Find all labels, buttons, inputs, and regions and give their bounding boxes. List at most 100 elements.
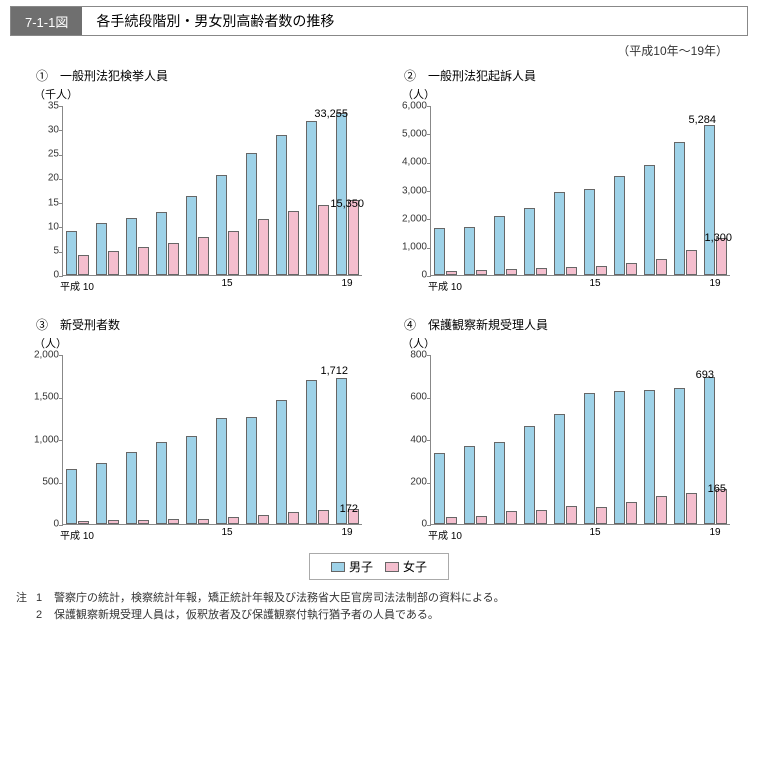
bar-female	[656, 496, 667, 524]
bar-group	[610, 176, 640, 275]
bar-male	[96, 223, 107, 275]
bar-group	[63, 469, 93, 524]
legend-female: 女子	[385, 558, 427, 575]
bar-female	[228, 517, 239, 524]
y-tick: 0	[385, 519, 427, 530]
bar-female	[566, 506, 577, 524]
y-tick: 500	[17, 476, 59, 487]
legend-male-label: 男子	[349, 558, 373, 575]
bar-male	[674, 142, 685, 275]
bar-female	[446, 517, 457, 524]
bar-group	[491, 216, 521, 276]
value-label: 15,350	[330, 198, 364, 210]
period-subtitle: （平成10年～19年）	[0, 42, 728, 59]
bar-female	[168, 243, 179, 275]
chart-c3: ③ 新受刑者数（人）05001,0001,5002,0001,712172平成 …	[16, 310, 374, 539]
bar-male	[554, 414, 565, 525]
y-tick: 35	[17, 101, 59, 112]
bar-female	[348, 200, 359, 275]
bar-female	[258, 515, 269, 524]
bar-male	[524, 208, 535, 275]
bar-group	[521, 208, 551, 275]
bar-male	[434, 453, 445, 524]
figure-title: 各手続段階別・男女別高齢者数の推移	[82, 7, 747, 35]
plot-area: 05001,0001,5002,0001,712172	[62, 355, 362, 525]
value-label: 33,255	[314, 108, 348, 120]
bar-male	[584, 393, 595, 524]
bar-male	[276, 400, 287, 524]
value-label: 165	[708, 483, 726, 495]
y-tick: 1,500	[17, 392, 59, 403]
bar-male	[216, 418, 227, 524]
bar-group	[213, 418, 243, 524]
bar-group	[551, 414, 581, 525]
x-tick: 19	[341, 278, 352, 289]
y-tick: 5,000	[385, 129, 427, 140]
chart-c1: ① 一般刑法犯検挙人員（千人）0510152025303533,25515,35…	[16, 61, 374, 290]
bar-group	[700, 377, 730, 524]
bar-group	[700, 125, 730, 275]
bar-female	[506, 269, 517, 275]
y-unit: （人）	[402, 335, 742, 351]
bar-group	[491, 442, 521, 524]
bar-group	[461, 446, 491, 524]
bar-male	[126, 452, 137, 524]
bar-group	[93, 463, 123, 524]
y-tick: 25	[17, 149, 59, 160]
y-tick: 10	[17, 221, 59, 232]
footnote-num: 1	[36, 590, 54, 607]
footnote-row: 注1警察庁の統計，検察統計年報，矯正統計年報及び法務省大臣官房司法法制部の資料に…	[16, 590, 742, 607]
bar-male	[674, 388, 685, 524]
bar-group	[93, 223, 123, 275]
bar-male	[464, 446, 475, 524]
bar-group	[551, 192, 581, 275]
bar-group	[670, 388, 700, 524]
footnotes: 注1警察庁の統計，検察統計年報，矯正統計年報及び法務省大臣官房司法法制部の資料に…	[0, 590, 758, 639]
x-tick: 15	[589, 278, 600, 289]
bar-male	[306, 380, 317, 525]
bar-group	[581, 189, 611, 275]
bar-female	[108, 520, 119, 524]
bar-male	[614, 391, 625, 524]
bar-male	[306, 121, 317, 275]
bar-male	[434, 228, 445, 275]
bar-group	[302, 121, 332, 275]
bar-group	[610, 391, 640, 524]
y-tick: 2,000	[385, 213, 427, 224]
bar-male	[246, 417, 257, 524]
chart-c4: ④ 保護観察新規受理人員（人）0200400600800693165平成 101…	[384, 310, 742, 539]
bar-male	[704, 377, 715, 524]
bar-female	[138, 520, 149, 524]
chart-grid: ① 一般刑法犯検挙人員（千人）0510152025303533,25515,35…	[0, 61, 758, 545]
legend: 男子 女子	[309, 553, 449, 580]
bar-male	[554, 192, 565, 275]
bar-male	[96, 463, 107, 524]
footnote-lead	[16, 607, 36, 624]
x-tick: 15	[221, 527, 232, 538]
footnote-text: 保護観察新規受理人員は，仮釈放者及び保護観察付執行猶予者の人員である。	[54, 607, 742, 624]
y-tick: 6,000	[385, 101, 427, 112]
bar-group	[581, 393, 611, 524]
plot-area: 01,0002,0003,0004,0005,0006,0005,2841,30…	[430, 106, 730, 276]
value-label: 5,284	[688, 114, 716, 126]
bar-female	[228, 231, 239, 275]
bar-female	[198, 237, 209, 275]
bar-group	[123, 218, 153, 275]
bar-group	[153, 442, 183, 524]
bar-female	[258, 219, 269, 275]
bar-group	[640, 390, 670, 524]
x-tick: 平成 10	[60, 278, 94, 293]
bar-female	[288, 512, 299, 524]
y-tick: 3,000	[385, 185, 427, 196]
bar-female	[168, 519, 179, 524]
figure-number: 7-1-1図	[11, 7, 82, 35]
bar-male	[704, 125, 715, 275]
bar-female	[78, 255, 89, 275]
bar-group	[272, 400, 302, 524]
bar-male	[644, 165, 655, 275]
y-tick: 5	[17, 245, 59, 256]
y-tick: 600	[385, 392, 427, 403]
x-tick: 15	[221, 278, 232, 289]
bar-group	[242, 153, 272, 275]
value-label: 1,712	[320, 365, 348, 377]
